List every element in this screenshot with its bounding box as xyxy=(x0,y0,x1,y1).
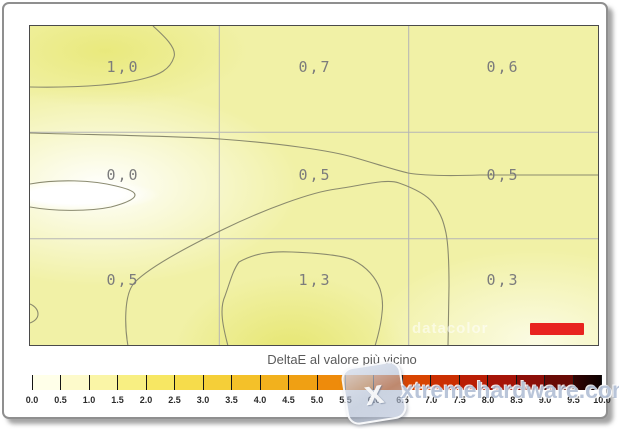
cell-value-label: 1,3 xyxy=(298,271,332,289)
color-scale-segment xyxy=(174,375,203,390)
color-scale-segment xyxy=(60,375,89,390)
color-scale-segment xyxy=(316,375,345,390)
color-scale-segment xyxy=(487,375,516,390)
color-scale-tick-label: 0.0 xyxy=(25,395,39,405)
color-scale-tick-label: 2.0 xyxy=(139,395,153,405)
color-scale-tick-label: 2.5 xyxy=(168,395,181,405)
color-scale-segment xyxy=(88,375,118,390)
color-scale-tick-label: 9.5 xyxy=(567,395,580,405)
cell-value-label: 0,0 xyxy=(106,166,140,184)
color-scale-tick-label: 1.5 xyxy=(111,395,124,405)
color-scale-tick-label: 7.0 xyxy=(424,395,438,405)
datacolor-watermark-text: datacolor xyxy=(412,320,489,337)
color-scale-segment xyxy=(202,375,232,390)
color-scale-tick-label: 4.0 xyxy=(253,395,267,405)
color-scale-segment xyxy=(430,375,459,390)
color-scale-segment xyxy=(145,375,175,390)
cell-value-label: 0,5 xyxy=(106,271,140,289)
color-scale-segment xyxy=(515,375,545,390)
color-scale-tick-label: 3.5 xyxy=(225,395,238,405)
xtremehardware-logo-icon: x xyxy=(339,359,409,427)
cell-value-label: 0,7 xyxy=(298,58,332,76)
color-scale-tick-label: 7.5 xyxy=(453,395,466,405)
chart-card: 1,0 0,7 0,6 0,0 0,5 0,5 0,5 1,3 0,3 datacolor De… xyxy=(2,2,611,419)
color-scale-segment xyxy=(231,375,260,390)
color-scale-segment xyxy=(544,375,573,390)
cell-value-label: 0,5 xyxy=(486,166,520,184)
color-scale-segment xyxy=(288,375,317,390)
color-scale-segment xyxy=(259,375,289,390)
color-scale-tick-label: 8.5 xyxy=(510,395,523,405)
color-scale-tick-label: 5.0 xyxy=(310,395,324,405)
color-scale-tick-label: 0.5 xyxy=(54,395,67,405)
color-scale-segment xyxy=(117,375,146,390)
color-scale-segment xyxy=(32,375,61,390)
cell-value-label: 0,6 xyxy=(486,58,520,76)
color-scale-tick-label: 3.0 xyxy=(196,395,210,405)
color-scale-segment xyxy=(458,375,488,390)
cell-value-label: 0,5 xyxy=(298,166,332,184)
x-glyph: x xyxy=(361,372,387,413)
color-scale-tick-label: 1.0 xyxy=(82,395,96,405)
cell-value-label: 1,0 xyxy=(106,58,140,76)
datacolor-logo-bar xyxy=(530,323,584,335)
xtremehardware-watermark-text: xtremehardware.com xyxy=(401,377,619,403)
color-scale-tick-label: 8.0 xyxy=(481,395,495,405)
color-scale-tick-label: 4.5 xyxy=(282,395,295,405)
color-scale-segment xyxy=(572,375,602,390)
contour-plot-area: 1,0 0,7 0,6 0,0 0,5 0,5 0,5 1,3 0,3 datacolor xyxy=(29,25,599,346)
color-scale-tick-label: 10.0 xyxy=(593,395,611,405)
cell-value-label: 0,3 xyxy=(486,271,520,289)
color-scale-tick-label: 9.0 xyxy=(538,395,552,405)
